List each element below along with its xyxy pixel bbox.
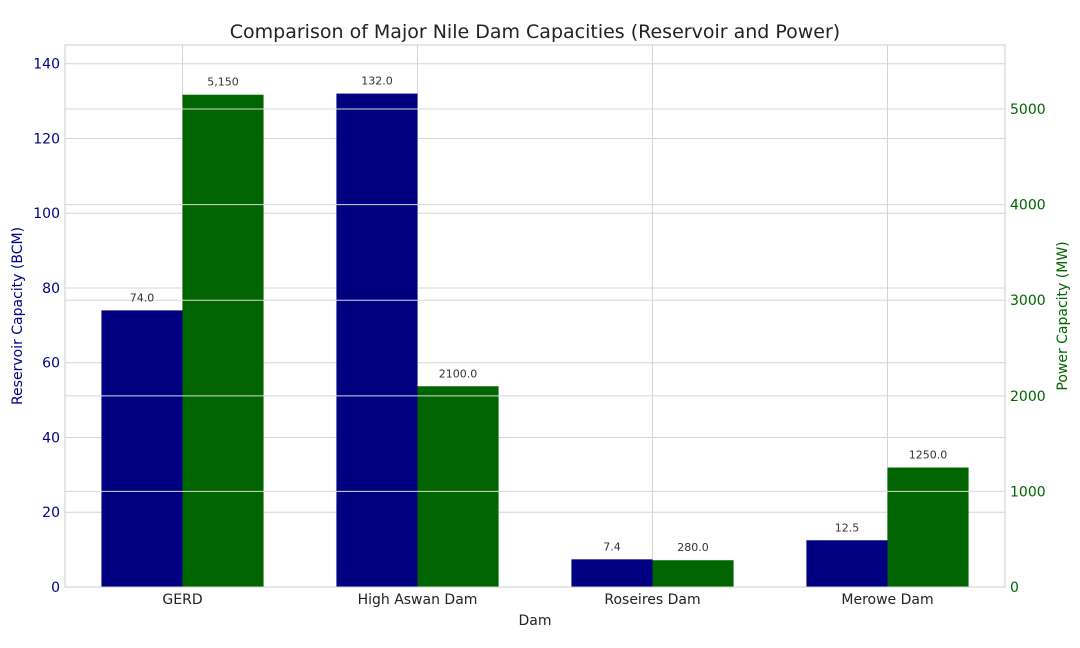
plot-frame (64, 44, 1006, 588)
power-bar (417, 386, 499, 587)
x-tick-label: Roseires Dam (604, 592, 700, 608)
x-tick-label: High Aswan Dam (358, 592, 478, 608)
overlay-grid-layer (65, 108, 1005, 492)
y-axis-right-label: Power Capacity (MW) (1055, 241, 1071, 390)
power-data-label: 1250.0 (909, 449, 948, 462)
y-left-tick-label: 120 (33, 131, 60, 147)
y-axis-left-label: Reservoir Capacity (BCM) (10, 227, 26, 405)
chart-title: Comparison of Major Nile Dam Capacities … (230, 21, 840, 43)
power-data-label: 2100.0 (439, 367, 478, 380)
x-axis-label: Dam (519, 613, 552, 629)
power-bar (887, 467, 969, 587)
y-right-tick-label: 5000 (1010, 102, 1046, 118)
x-tick-label: Merowe Dam (841, 592, 933, 608)
reservoir-bar (336, 93, 418, 587)
y-left-tick-label: 40 (42, 430, 60, 446)
reservoir-bar (101, 310, 183, 587)
reservoir-data-label: 7.4 (603, 540, 621, 553)
ticks-layer: 0 20 40 60 80 100 120 140 0 1000 2000 3000 4000 5000 G… (33, 57, 1045, 608)
y-left-tick-label: 20 (42, 505, 60, 521)
y-left-tick-label: 60 (42, 356, 60, 372)
power-bar (182, 94, 264, 588)
reservoir-bar (806, 540, 888, 587)
reservoir-data-label: 12.5 (835, 521, 860, 534)
reservoir-data-label: 132.0 (361, 75, 393, 88)
power-data-label: 5,150 (207, 76, 239, 89)
y-right-tick-label: 0 (1010, 580, 1019, 596)
data-labels-layer: 74.0 5,150 132.0 2100.0 7.4 280.0 12.5 1250.0 (130, 75, 948, 555)
y-left-tick-label: 0 (51, 580, 60, 596)
power-data-label: 280.0 (677, 541, 709, 554)
y-right-tick-label: 3000 (1010, 293, 1046, 309)
y-right-tick-label: 4000 (1010, 198, 1046, 214)
reservoir-bar (571, 559, 653, 587)
bars-layer (101, 93, 969, 588)
y-right-tick-label: 2000 (1010, 389, 1046, 405)
y-right-tick-label: 1000 (1010, 484, 1046, 500)
y-left-tick-label: 140 (33, 57, 60, 73)
y-left-tick-label: 100 (33, 206, 60, 222)
x-tick-label: GERD (162, 592, 202, 608)
reservoir-data-label: 74.0 (130, 291, 155, 304)
y-left-tick-label: 80 (42, 281, 60, 297)
power-bar (652, 560, 734, 587)
